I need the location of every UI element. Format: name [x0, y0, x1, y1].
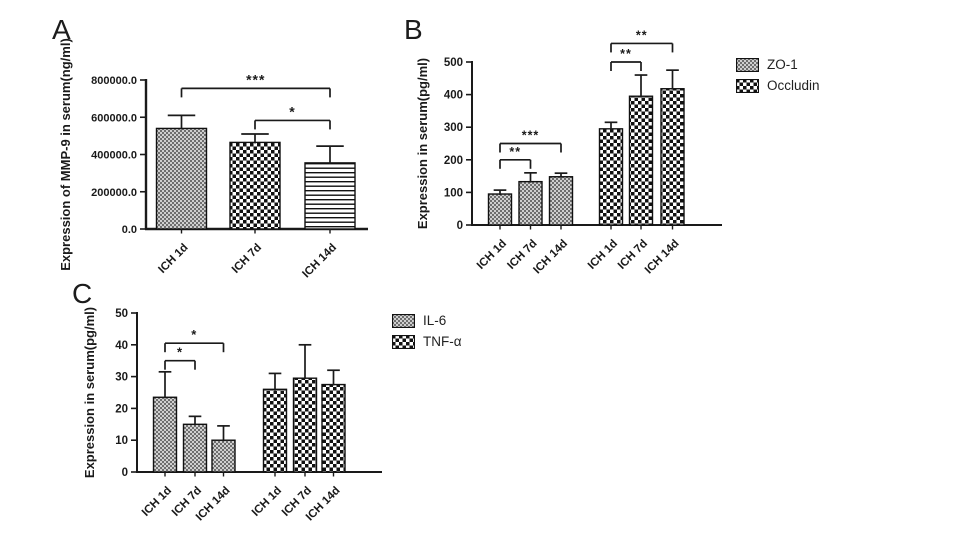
legend-item-tnf: TNF-α: [392, 335, 462, 349]
legend-item-il6: IL-6: [392, 314, 462, 328]
bar-TNF-α-ICH 14d: [321, 383, 346, 473]
x-tick-label: ICH 14d: [531, 238, 570, 277]
x-tick-label: ICH 1d: [140, 485, 174, 519]
panel-b-zo1-occludin-chart: 0 100 200 300 400 500 Expression in serum(pg/m…: [400, 10, 735, 307]
y-tick-label: 50: [115, 308, 128, 320]
bar-IL-6-ICH 7d: [182, 423, 208, 473]
bar-Occludin-ICH 14d: [660, 88, 685, 226]
bar-Occludin-ICH 7d: [628, 95, 654, 226]
y-tick-label: 400: [444, 90, 463, 102]
significance-bracket: ***: [180, 71, 331, 98]
panel-b-letter: B: [404, 14, 423, 45]
y-tick-label: 200: [444, 155, 463, 167]
significance-stars: ***: [522, 129, 540, 143]
x-tick-label: ICH 1d: [250, 485, 284, 519]
legend-label-zo1: ZO-1: [767, 57, 798, 73]
y-tick-label: 200000.0: [91, 187, 137, 199]
significance-bracket: **: [499, 145, 532, 169]
bar-ZO-1-ICH 1d: [487, 193, 513, 226]
legend-item-zo1: ZO-1: [736, 58, 820, 72]
legend-il6-tnf: IL-6 TNF-α: [392, 314, 462, 349]
x-tick-label: ICH 14d: [643, 238, 682, 277]
x-tick-label: ICH 7d: [230, 242, 264, 276]
bar-IL-6-ICH 1d: [152, 396, 178, 473]
bar-Occludin-ICH 1d: [598, 128, 624, 226]
legend-item-occludin: Occludin: [736, 79, 820, 93]
bar-ZO-1-ICH 14d: [548, 176, 574, 226]
significance-stars: ***: [246, 71, 265, 87]
legend-swatch-stipple: [392, 314, 415, 328]
significance-bracket: ***: [499, 129, 562, 153]
panel-c-letter: C: [72, 278, 93, 309]
x-tick-label: ICH 1d: [586, 238, 620, 272]
y-tick-label: 600000.0: [91, 112, 137, 124]
y-tick-label: 20: [115, 403, 128, 415]
significance-stars: **: [620, 47, 632, 61]
significance-bracket: **: [610, 28, 674, 53]
y-tick-label: 800000.0: [91, 75, 137, 87]
y-axis-title: Expression of MMP-9 in serum(ng/ml): [58, 38, 73, 271]
legend-label-tnf: TNF-α: [423, 334, 462, 350]
legend-swatch-checker: [392, 335, 415, 349]
y-tick-label: 100: [444, 187, 463, 199]
x-tick-label: ICH 1d: [475, 238, 509, 272]
significance-stars: *: [289, 103, 295, 119]
panel-c-il6-tnf-chart: 0 10 20 30 40 50 Expression in serum(pg/ml) ICH…: [60, 275, 395, 537]
bar-TNF-α-ICH 7d: [292, 377, 318, 473]
bar-MMP-9-ICH 1d: [155, 127, 208, 230]
y-axis-title: Expression in serum(pg/ml): [82, 307, 97, 478]
zo1-occludin-bar-chart: 0 100 200 300 400 500 Expression in serum(pg/m…: [415, 28, 722, 277]
y-axis-title: Expression in serum(pg/ml): [415, 58, 430, 229]
significance-stars: *: [177, 345, 183, 360]
il6-tnf-bar-chart: 0 10 20 30 40 50 Expression in serum(pg/ml) ICH…: [82, 307, 382, 523]
legend-swatch-checker: [736, 79, 759, 93]
significance-bracket: *: [164, 345, 196, 370]
y-tick-label: 0.0: [122, 224, 137, 236]
panel-a-letter: A: [52, 14, 71, 45]
x-tick-label: ICH 1d: [156, 242, 190, 276]
significance-bracket: **: [610, 47, 642, 71]
significance-stars: **: [636, 28, 648, 42]
bar-ZO-1-ICH 7d: [518, 180, 543, 226]
significance-stars: *: [191, 327, 197, 342]
y-tick-label: 10: [115, 435, 128, 447]
bar-MMP-9-ICH 14d: [304, 162, 356, 230]
y-tick-label: 300: [444, 122, 463, 134]
legend-label-il6: IL-6: [423, 313, 447, 329]
legend-zo1-occludin: ZO-1 Occludin: [736, 58, 820, 93]
bar-MMP-9-ICH 7d: [229, 141, 281, 230]
mmp9-bar-chart: 0.0 200000.0 400000.0 600000.0 800000.0 Expre…: [58, 38, 368, 280]
significance-bracket: *: [254, 103, 331, 130]
y-tick-label: 0: [122, 467, 128, 479]
y-tick-label: 500: [444, 57, 463, 69]
bar-IL-6-ICH 14d: [211, 439, 236, 473]
significance-stars: **: [509, 145, 521, 159]
y-tick-label: 400000.0: [91, 150, 137, 162]
significance-bracket: *: [164, 327, 225, 353]
legend-swatch-stipple: [736, 58, 759, 72]
bar-TNF-α-ICH 1d: [262, 388, 288, 473]
y-tick-label: 30: [115, 372, 128, 384]
panel-a-mmp9-chart: 0.0 200000.0 400000.0 600000.0 800000.0 Expre…: [40, 10, 420, 287]
legend-label-occludin: Occludin: [767, 78, 820, 94]
y-tick-label: 40: [115, 340, 128, 352]
y-tick-label: 0: [457, 220, 463, 232]
